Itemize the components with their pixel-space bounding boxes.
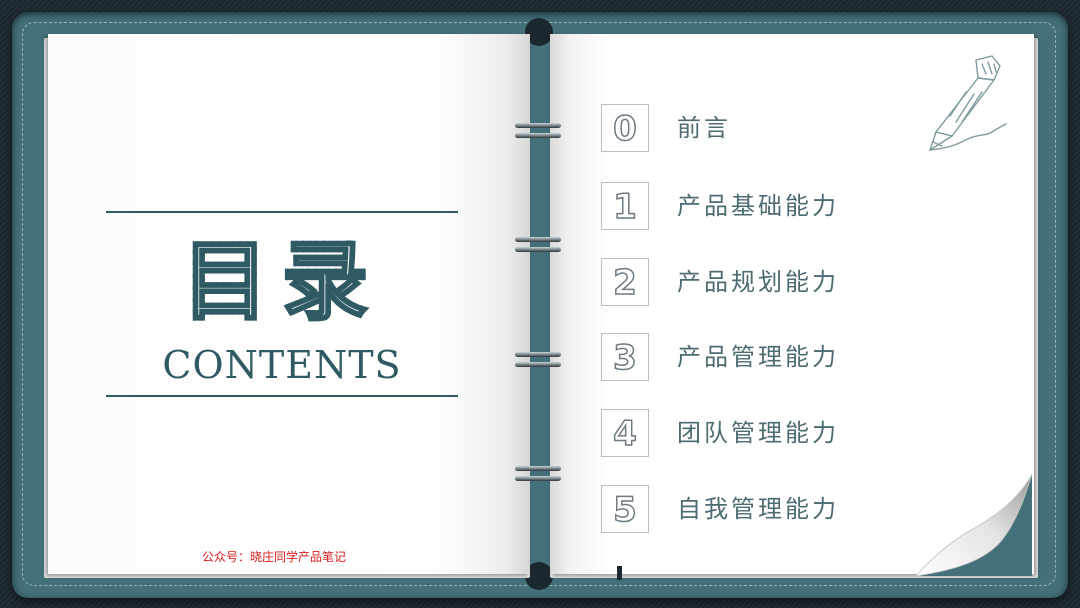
toc-number: 3: [601, 333, 649, 381]
left-page: [48, 34, 530, 574]
toc-number: 0: [601, 104, 649, 152]
binder-ring: [515, 464, 561, 486]
toc-item[interactable]: 5 自我管理能力: [601, 485, 901, 535]
binder-ring: [515, 350, 561, 372]
toc-item[interactable]: 3 产品管理能力: [601, 333, 901, 383]
toc-label: 产品规划能力: [677, 268, 839, 296]
right-page: [550, 34, 1034, 574]
toc-number: 5: [601, 485, 649, 533]
binder-ring: [515, 235, 561, 257]
toc-item[interactable]: 1 产品基础能力: [601, 182, 901, 232]
toc-label: 自我管理能力: [677, 495, 839, 523]
pencil-icon: [929, 55, 1007, 151]
toc-number: 2: [601, 258, 649, 306]
toc-label: 产品管理能力: [677, 343, 839, 371]
bookmark-tab: [617, 566, 622, 580]
footer-note: 公众号：晓庄同学产品笔记: [202, 550, 347, 564]
title-rule-top: [106, 211, 458, 213]
toc-number: 4: [601, 409, 649, 457]
page-title-cn: 目录: [106, 231, 458, 334]
toc-item[interactable]: 2 产品规划能力: [601, 258, 901, 308]
page-title-en: CONTENTS: [162, 343, 402, 387]
toc-label: 前言: [677, 114, 731, 142]
toc-item[interactable]: 4 团队管理能力: [601, 409, 901, 459]
toc-label: 团队管理能力: [677, 419, 839, 447]
toc-label: 产品基础能力: [677, 192, 839, 220]
toc-number: 1: [601, 182, 649, 230]
page-curl-icon: [916, 474, 1032, 576]
toc-item[interactable]: 0 前言: [601, 104, 901, 154]
title-rule-bottom: [106, 395, 458, 397]
binder-ring: [515, 121, 561, 143]
